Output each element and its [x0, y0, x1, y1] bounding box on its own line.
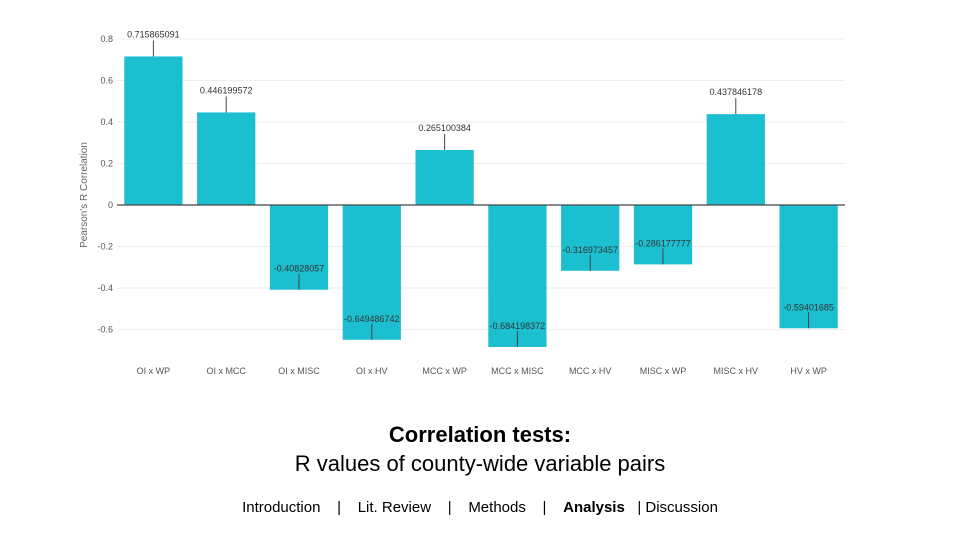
y-tick-label: -0.4: [97, 283, 113, 293]
correlation-bar-chart: 0.715865091 0.446199572 -0.40828057 -0.6494…: [79, 29, 845, 376]
data-label: 0.265100384: [418, 123, 471, 133]
bars: [124, 56, 838, 347]
data-label: 0.446199572: [200, 85, 253, 95]
y-tick-labels: 0.8 0.6 0.4 0.2 0 -0.2 -0.4 -0.6: [97, 34, 113, 335]
bar: [197, 112, 256, 205]
y-tick-label: 0.8: [100, 34, 113, 44]
x-tick-label: OI x MCC: [206, 366, 246, 376]
y-tick-label: 0.4: [100, 117, 113, 127]
data-label: -0.649486742: [344, 314, 400, 324]
data-label: 0.437846178: [710, 87, 763, 97]
x-tick-label: MISC x HV: [714, 366, 759, 376]
x-tick-label: MCC x WP: [422, 366, 467, 376]
nav-item-analysis[interactable]: Analysis: [563, 499, 625, 516]
nav-item-discussion[interactable]: Discussion: [645, 499, 718, 516]
x-tick-label: OI x WP: [137, 366, 171, 376]
data-label: -0.684198372: [490, 321, 546, 331]
x-tick-label: MCC x MISC: [491, 366, 544, 376]
chart-caption-subtitle: R values of county-wide variable pairs: [294, 451, 666, 476]
y-tick-label: -0.2: [97, 242, 113, 252]
data-label: -0.316973457: [562, 245, 618, 255]
x-tick-label: HV x WP: [790, 366, 827, 376]
bar: [488, 205, 547, 347]
bar: [124, 56, 183, 205]
slide-navigation: Introduction | Lit. Review | Methods | A…: [0, 499, 960, 516]
data-label: -0.40828057: [274, 264, 325, 274]
data-label: -0.286177777: [635, 238, 691, 248]
nav-item-introduction[interactable]: Introduction: [242, 499, 321, 516]
nav-separator: |: [624, 499, 646, 516]
nav-separator: |: [431, 499, 469, 516]
y-tick-label: 0: [108, 200, 113, 210]
bar: [706, 114, 765, 205]
x-tick-labels: OI x WP OI x MCC OI x MISC OI x HV MCC x WP M…: [137, 366, 827, 376]
x-tick-label: MISC x WP: [640, 366, 687, 376]
x-tick-label: OI x MISC: [278, 366, 320, 376]
x-tick-label: OI x HV: [356, 366, 388, 376]
data-label: -0.59401685: [783, 302, 834, 312]
nav-item-lit-review[interactable]: Lit. Review: [357, 499, 432, 516]
x-tick-label: MCC x HV: [569, 366, 612, 376]
nav-separator: |: [525, 499, 564, 516]
data-label: 0.715865091: [127, 29, 180, 39]
chart-caption-title: Correlation tests:: [388, 422, 572, 447]
bar: [342, 205, 401, 340]
y-tick-label: 0.2: [100, 159, 113, 169]
nav-separator: |: [320, 499, 358, 516]
y-tick-label: 0.6: [100, 76, 113, 86]
nav-item-methods[interactable]: Methods: [468, 499, 526, 516]
bar: [779, 205, 838, 329]
data-labels: 0.715865091 0.446199572 -0.40828057 -0.6494…: [127, 29, 834, 347]
y-axis-label: Pearson's R Correlation: [79, 142, 90, 248]
bar: [415, 149, 474, 205]
y-tick-label: -0.6: [97, 325, 113, 335]
